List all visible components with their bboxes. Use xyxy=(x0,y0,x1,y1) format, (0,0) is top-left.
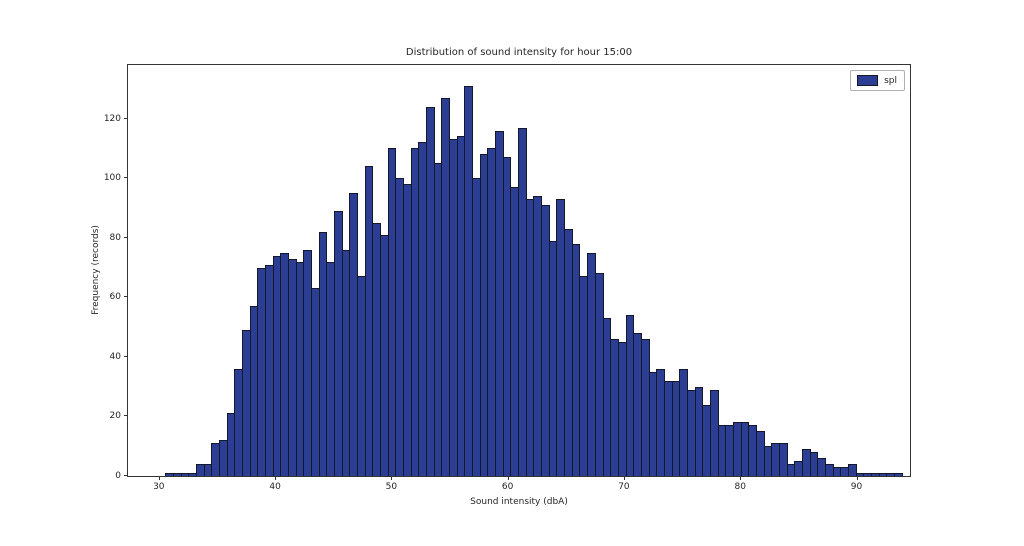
x-axis-label: Sound intensity (dbA) xyxy=(470,497,568,507)
plot-area: 30 40 50 60 70 80 90 0 20 40 60 80 100 120 spl xyxy=(104,64,911,492)
legend-label: spl xyxy=(884,75,897,86)
y-tick-label: 100 xyxy=(103,173,121,184)
x-tick-label: 80 xyxy=(734,482,746,492)
y-tick-mark xyxy=(124,117,128,119)
histogram-bar xyxy=(894,473,903,476)
x-tick-label: 60 xyxy=(501,482,514,492)
x-tick-mark xyxy=(856,476,858,480)
y-axis-label: Frequency (records) xyxy=(91,225,101,315)
x-tick-mark xyxy=(623,476,625,480)
y-tick-mark xyxy=(124,475,128,476)
y-tick-label: 20 xyxy=(109,411,121,422)
y-tick-mark xyxy=(124,296,128,298)
y-tick-label: 120 xyxy=(103,113,121,124)
x-tick-mark xyxy=(158,476,160,480)
x-tick-mark xyxy=(740,476,742,480)
y-tick-label: 40 xyxy=(109,351,121,362)
histogram-bar xyxy=(848,464,857,476)
y-tick-mark xyxy=(124,355,128,357)
y-tick-label: 0 xyxy=(115,471,121,481)
x-tick-label: 40 xyxy=(269,482,281,492)
x-tick-mark xyxy=(391,476,393,480)
x-tick-mark xyxy=(507,476,509,480)
y-tick-label: 60 xyxy=(109,292,121,303)
legend-swatch-icon xyxy=(857,75,879,86)
y-tick-label: 80 xyxy=(109,232,121,243)
x-tick-label: 70 xyxy=(618,482,630,492)
histogram-bars xyxy=(165,65,903,476)
x-tick-label: 30 xyxy=(153,482,165,492)
y-tick-mark xyxy=(124,177,128,179)
x-tick-label: 50 xyxy=(385,482,398,492)
y-tick-mark xyxy=(124,236,128,238)
y-tick-mark xyxy=(124,415,128,417)
chart-title: Distribution of sound intensity for hour… xyxy=(405,47,633,58)
x-tick-label: 90 xyxy=(850,482,863,492)
histogram-bar xyxy=(778,443,788,476)
x-tick-mark xyxy=(275,476,277,480)
legend-box: spl xyxy=(850,70,905,91)
